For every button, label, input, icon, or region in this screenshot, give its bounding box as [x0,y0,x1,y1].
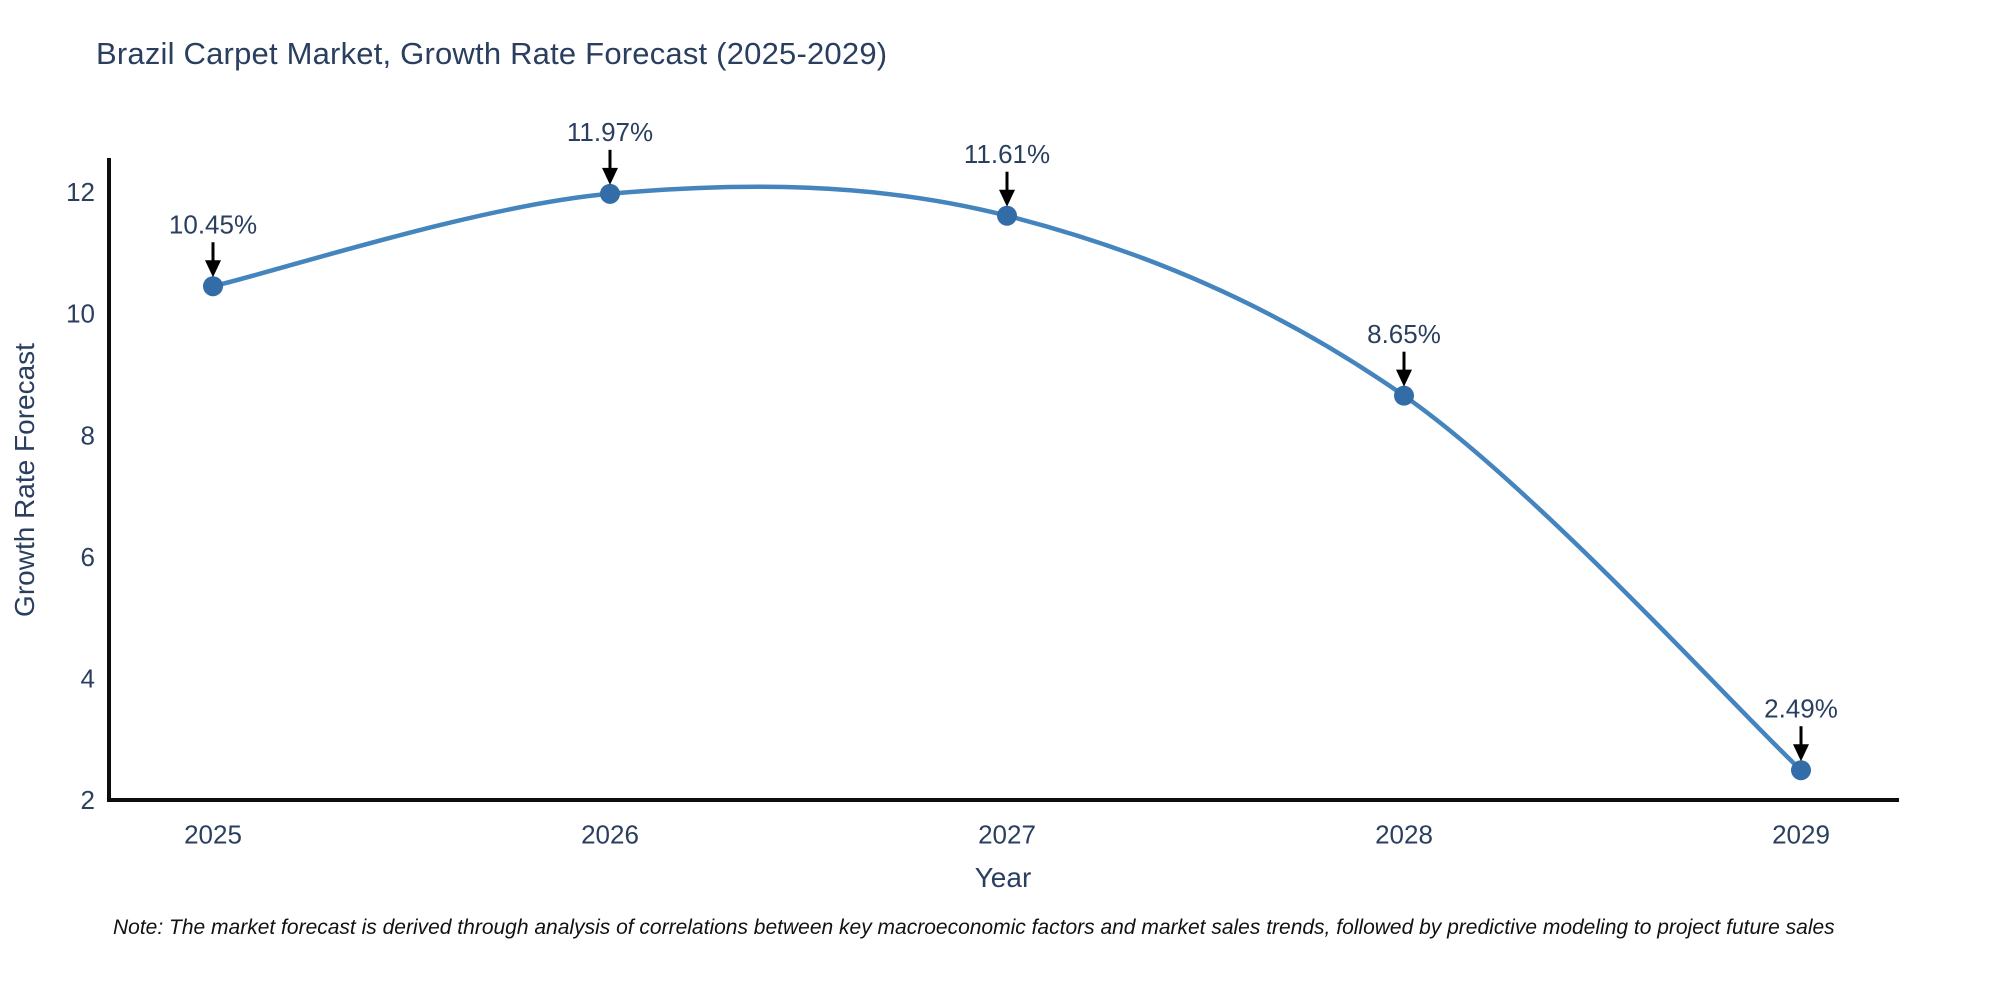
chart-title: Brazil Carpet Market, Growth Rate Foreca… [96,36,888,71]
annotation: 10.45% [169,209,257,278]
annotation-value-label: 10.45% [169,209,257,239]
y-tick-label: 2 [81,785,95,815]
annotation-value-label: 8.65% [1367,319,1441,349]
annotation-value-label: 2.49% [1764,693,1838,723]
annotation: 11.61% [964,139,1050,207]
annotation-arrowhead-icon [205,260,221,278]
data-point-marker [1791,760,1811,781]
annotation: 2.49% [1764,693,1838,762]
annotation-arrowhead-icon [1396,369,1412,387]
x-tick-label: 2027 [978,820,1036,850]
annotation-arrowhead-icon [1793,744,1809,762]
x-axis-title: Year [975,862,1032,893]
annotation: 8.65% [1367,319,1441,387]
y-tick-label: 8 [81,420,95,450]
data-point-marker [1394,385,1414,406]
footnote: Note: The market forecast is derived thr… [113,916,1835,939]
data-point-annotations: 10.45% 11.97% 11.61% 8.65% 2.49% [169,117,1838,762]
x-tick-label: 2025 [184,820,242,850]
annotation-value-label: 11.61% [964,139,1050,169]
x-tick-label: 2028 [1375,820,1433,850]
growth-rate-curve [210,184,1804,773]
y-tick-label: 12 [66,177,95,207]
annotation-arrowhead-icon [602,167,618,185]
x-tick-label: 2026 [581,820,639,850]
y-tick-label: 6 [81,542,95,572]
annotation-arrowhead-icon [999,189,1015,207]
y-tick-label: 10 [66,299,95,329]
series-line [210,184,1804,773]
y-axis-tick-labels: 2 4 6 8 10 12 [66,177,95,815]
data-point-marker [997,205,1017,226]
data-point-markers [203,183,1811,781]
annotation-value-label: 11.97% [567,117,653,147]
data-point-marker [203,276,223,297]
x-tick-label: 2029 [1772,820,1830,850]
data-point-marker [600,183,620,204]
x-axis-tick-labels: 2025 2026 2027 2028 2029 [184,820,1830,850]
y-axis-title: Growth Rate Forecast [9,343,40,617]
y-tick-label: 4 [81,664,95,694]
annotation: 11.97% [567,117,653,185]
